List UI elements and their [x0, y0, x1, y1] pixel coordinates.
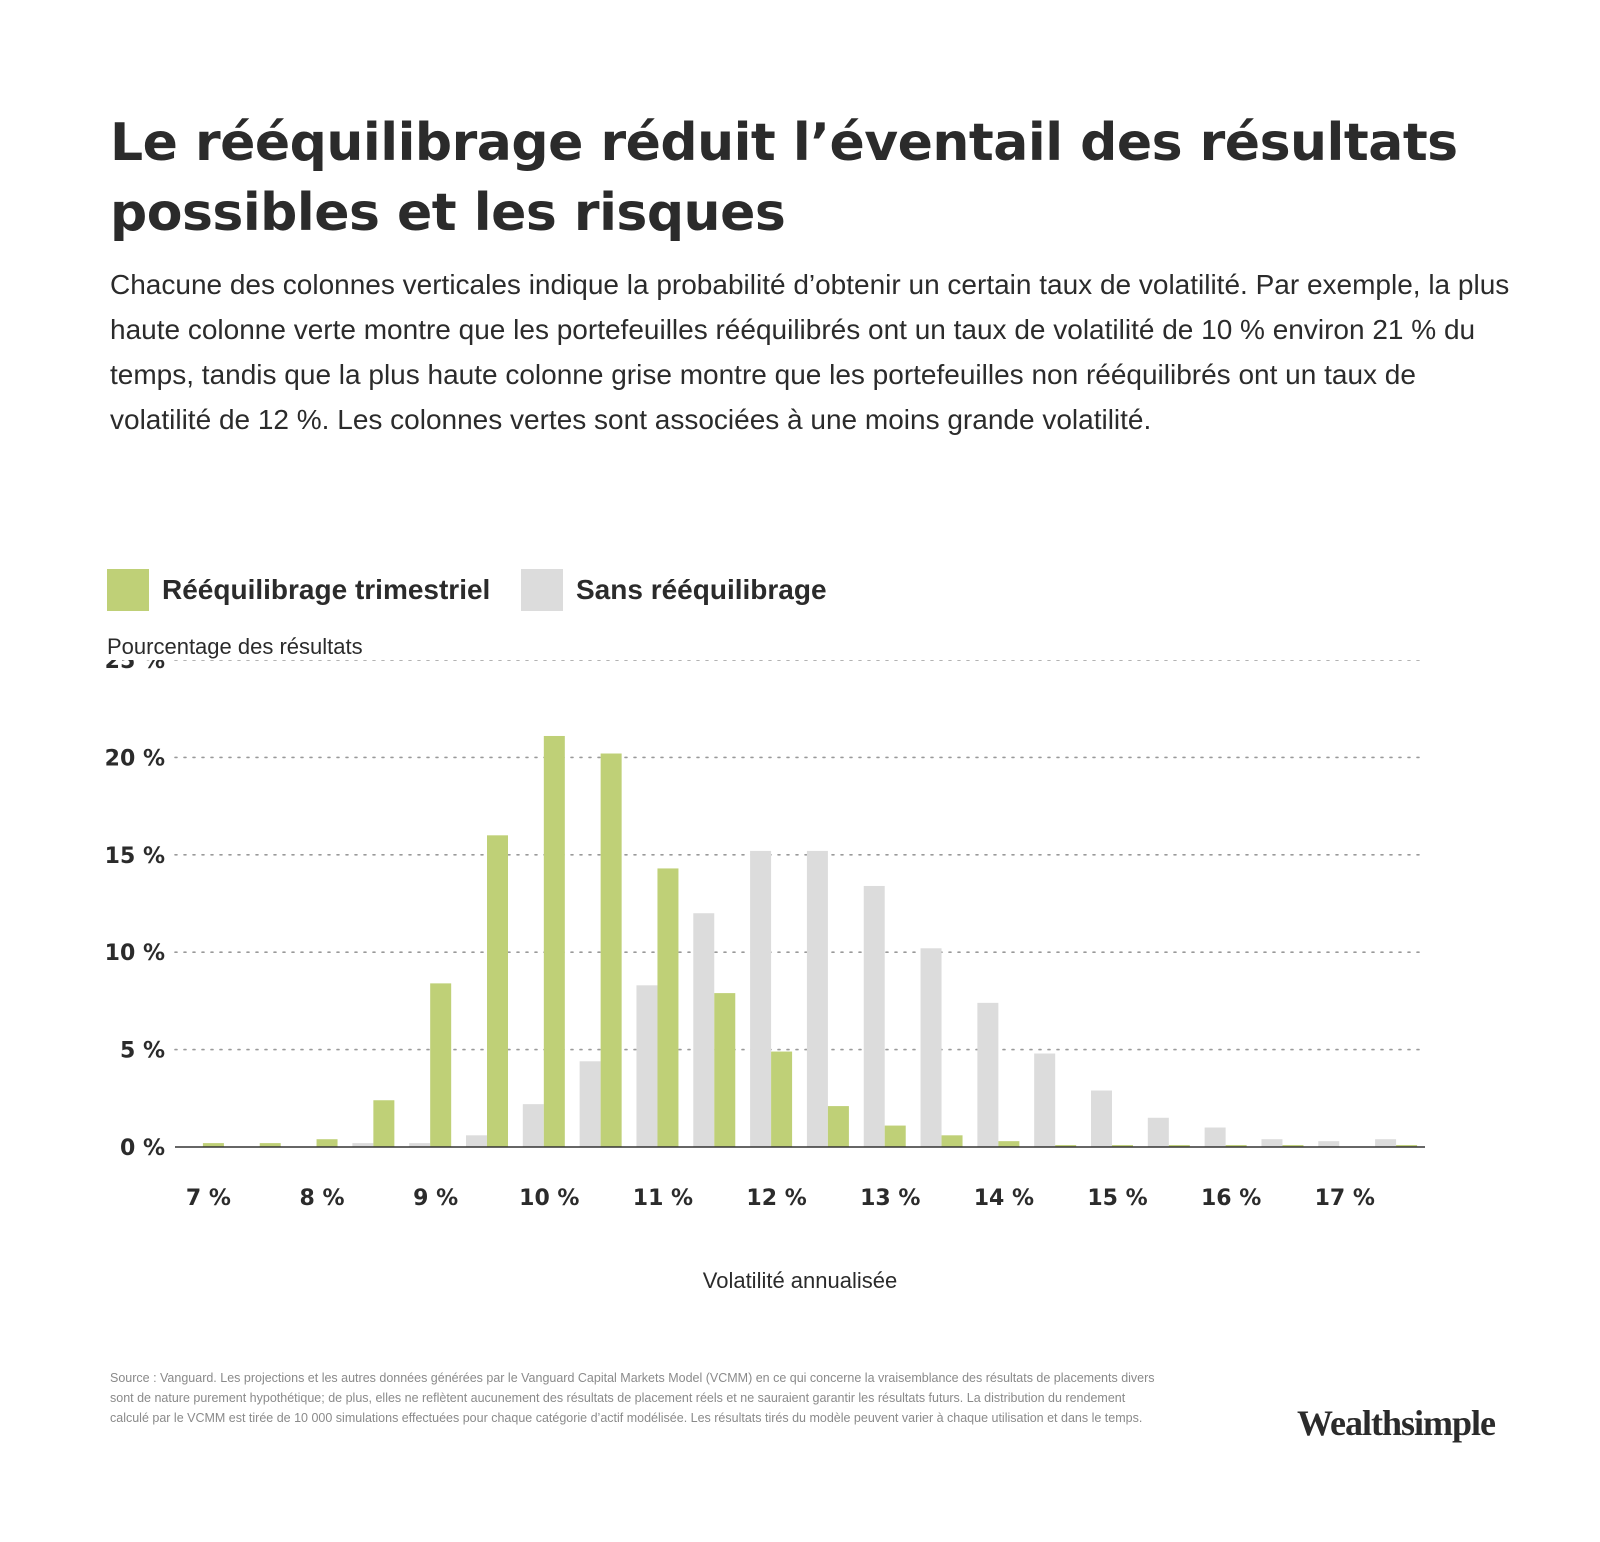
- bar-gray: [863, 885, 885, 1147]
- bar-gray: [1375, 1139, 1397, 1147]
- x-tick-label: 12 %: [746, 1186, 806, 1211]
- bar-gray: [1034, 1053, 1056, 1147]
- bar-gray: [1204, 1127, 1226, 1147]
- legend-swatch-gray: [521, 569, 563, 611]
- x-tick-label: 14 %: [974, 1186, 1034, 1211]
- bar-green: [1396, 1145, 1418, 1147]
- bar-green: [1168, 1145, 1190, 1147]
- bar-gray: [750, 850, 772, 1147]
- bar-gray: [466, 1135, 487, 1147]
- y-tick-label: 15 %: [105, 844, 165, 869]
- bar-gray: [806, 850, 828, 1147]
- source-footnote: Source : Vanguard. Les projections et le…: [110, 1371, 1155, 1425]
- legend-label-green: Rééquilibrage trimestriel: [162, 574, 491, 605]
- bar-green: [771, 1051, 793, 1147]
- chart-subtitle: Chacune des colonnes verticales indique …: [110, 269, 1510, 435]
- legend-label-gray: Sans rééquilibrage: [576, 574, 827, 605]
- bar-gray: [352, 1143, 374, 1147]
- x-tick-label: 17 %: [1315, 1186, 1375, 1211]
- bar-green: [202, 1143, 224, 1147]
- bar-green: [1112, 1145, 1133, 1147]
- x-tick-label: 10 %: [519, 1186, 579, 1211]
- y-axis-title: Pourcentage des résultats: [107, 634, 363, 659]
- bar-green: [373, 1100, 395, 1147]
- x-tick-label: 15 %: [1087, 1186, 1147, 1211]
- x-tick-label: 16 %: [1201, 1186, 1261, 1211]
- legend-item-gray: Sans rééquilibrage: [521, 568, 827, 612]
- legend-swatch-green: [107, 569, 149, 611]
- x-tick-label: 8 %: [300, 1186, 345, 1211]
- y-tick-label: 25 %: [105, 660, 165, 674]
- bar-chart: 0 % 5 % 10 % 15 % 20 % 25 % 7 % 8 % 9 % 10 % 11 % 1…: [105, 660, 1426, 1211]
- bar-gray: [579, 1061, 601, 1147]
- x-axis-title: Volatilité annualisée: [702, 1268, 898, 1293]
- bar-green: [714, 993, 736, 1147]
- bar-gray: [1091, 1090, 1112, 1147]
- y-tick-label: 0 %: [120, 1136, 165, 1161]
- bar-green: [827, 1106, 849, 1147]
- y-tick-label: 10 %: [105, 941, 165, 966]
- bar-gray: [409, 1143, 431, 1147]
- bar-gray: [522, 1104, 544, 1147]
- y-tick-label: 5 %: [120, 1039, 165, 1064]
- bar-gray: [977, 1002, 999, 1147]
- bar-green: [259, 1143, 281, 1147]
- bar-green: [884, 1125, 906, 1147]
- bar-green: [941, 1135, 963, 1147]
- brand-logo: Wealthsimple: [1296, 1403, 1496, 1443]
- x-tick-label: 7 %: [186, 1186, 231, 1211]
- x-tick-label: 13 %: [860, 1186, 920, 1211]
- bar-gray: [1261, 1139, 1283, 1147]
- bar-gray: [636, 985, 658, 1147]
- x-tick-label: 9 %: [413, 1186, 458, 1211]
- bar-green: [657, 868, 679, 1147]
- bar-green: [430, 983, 452, 1147]
- bar-green: [1225, 1145, 1247, 1147]
- bar-gray: [1318, 1141, 1340, 1147]
- bar-gray: [1147, 1117, 1169, 1147]
- bar-green: [1282, 1145, 1304, 1147]
- bar-green: [316, 1139, 338, 1147]
- bar-green: [543, 735, 565, 1147]
- bar-green: [487, 835, 508, 1147]
- y-tick-label: 20 %: [105, 746, 165, 771]
- x-tick-label: 11 %: [633, 1186, 693, 1211]
- bar-green: [1055, 1145, 1077, 1147]
- bar-gray: [920, 948, 942, 1147]
- bar-gray: [693, 913, 715, 1147]
- legend-item-green: Rééquilibrage trimestriel: [107, 568, 490, 612]
- bar-green: [998, 1141, 1020, 1147]
- bar-green: [600, 753, 622, 1147]
- chart-title: Le rééquilibrage réduit l’éventail des r…: [110, 113, 1458, 243]
